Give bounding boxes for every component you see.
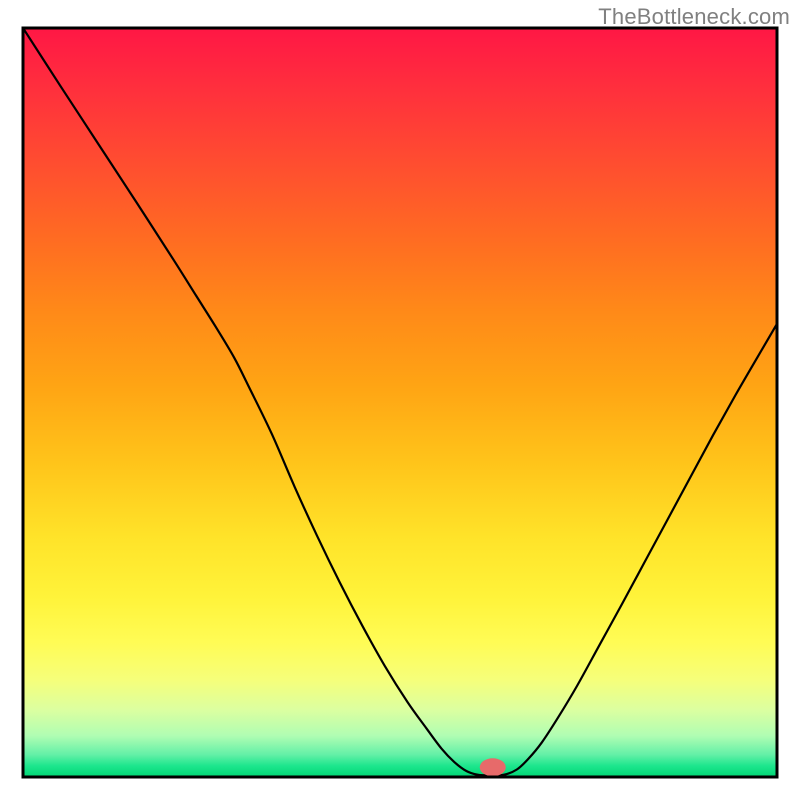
chart-frame: TheBottleneck.com <box>0 0 800 800</box>
bottleneck-chart <box>0 0 800 800</box>
watermark-text: TheBottleneck.com <box>598 4 790 30</box>
gradient-background <box>23 28 777 777</box>
optimal-point-marker <box>480 758 506 776</box>
